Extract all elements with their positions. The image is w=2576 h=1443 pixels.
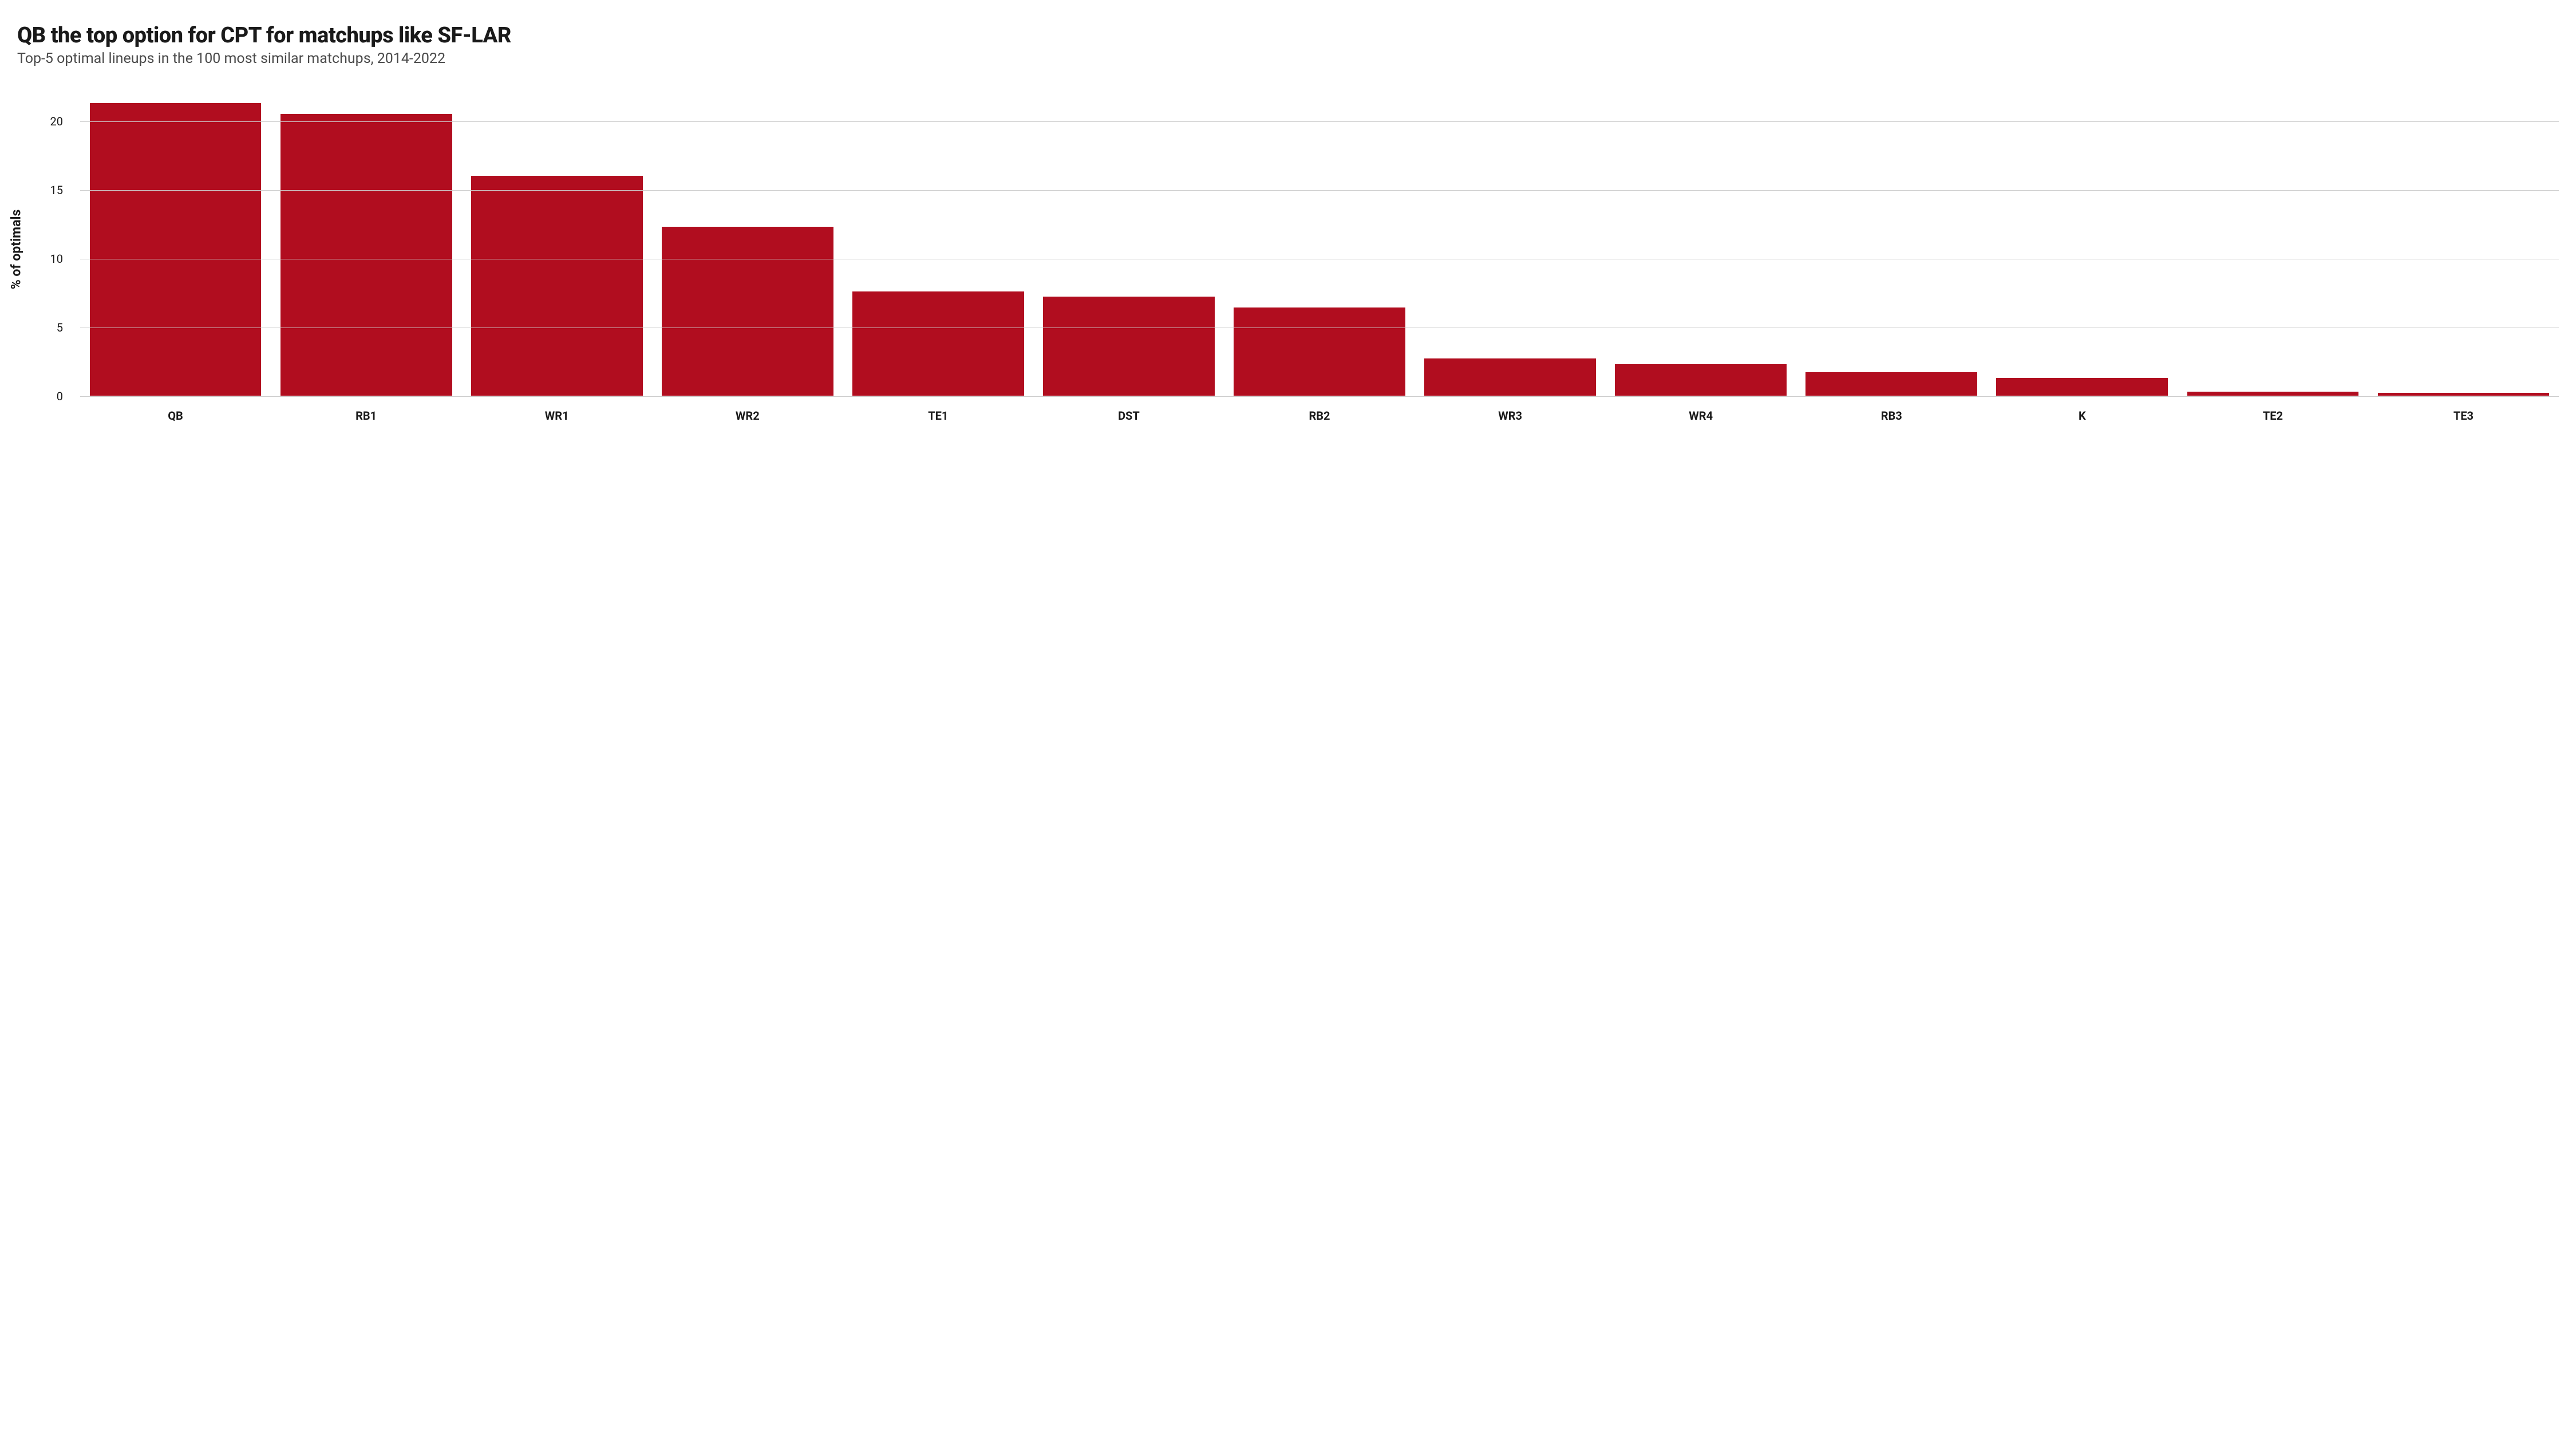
bar-slot: [1224, 87, 1415, 396]
chart-subtitle: Top-5 optimal lineups in the 100 most si…: [17, 50, 2559, 67]
chart-container: QB the top option for CPT for matchups l…: [17, 23, 2559, 423]
bar-slot: [271, 87, 461, 396]
chart-title: QB the top option for CPT for matchups l…: [17, 23, 2559, 48]
bar: [1424, 358, 1596, 396]
gridline: [80, 190, 2559, 191]
bar-slot: [2368, 87, 2559, 396]
bar: [280, 114, 452, 396]
x-tick-label: RB3: [1796, 409, 1987, 423]
bar-slot: [652, 87, 843, 396]
x-tick-label: WR2: [652, 409, 843, 423]
gridline: [80, 121, 2559, 122]
bar: [1234, 307, 1405, 396]
bar: [90, 103, 262, 396]
plot-inner: 05101520: [80, 87, 2559, 396]
bar: [1805, 372, 1977, 396]
bars-group: [80, 87, 2559, 396]
bar: [1615, 364, 1787, 396]
x-tick-label: WR4: [1606, 409, 1796, 423]
x-tick-label: QB: [80, 409, 271, 423]
bar-slot: [1987, 87, 2178, 396]
x-tick-label: TE3: [2368, 409, 2559, 423]
x-tick-label: WR3: [1415, 409, 1606, 423]
y-axis-label: % of optimals: [8, 210, 23, 290]
bar: [852, 291, 1024, 396]
x-tick-label: RB2: [1224, 409, 1415, 423]
bar: [1043, 297, 1215, 396]
bar-slot: [1415, 87, 1606, 396]
plot-area: % of optimals 05101520 QBRB1WR1WR2TE1DST…: [17, 87, 2559, 423]
bar-slot: [80, 87, 271, 396]
bar: [2187, 392, 2359, 396]
bar-slot: [2178, 87, 2368, 396]
bar-slot: [1606, 87, 1796, 396]
bar: [1996, 378, 2168, 396]
gridline: [80, 396, 2559, 397]
bar: [662, 227, 833, 396]
bar: [471, 176, 643, 396]
x-tick-label: TE1: [843, 409, 1033, 423]
bar-slot: [843, 87, 1033, 396]
x-tick-label: WR1: [461, 409, 652, 423]
x-ticks: QBRB1WR1WR2TE1DSTRB2WR3WR4RB3KTE2TE3: [80, 409, 2559, 423]
x-tick-label: RB1: [271, 409, 461, 423]
x-tick-label: K: [1987, 409, 2178, 423]
bar-slot: [1033, 87, 1224, 396]
bar-slot: [461, 87, 652, 396]
bar: [2378, 393, 2550, 396]
x-tick-label: DST: [1033, 409, 1224, 423]
bar-slot: [1796, 87, 1987, 396]
x-tick-label: TE2: [2178, 409, 2368, 423]
